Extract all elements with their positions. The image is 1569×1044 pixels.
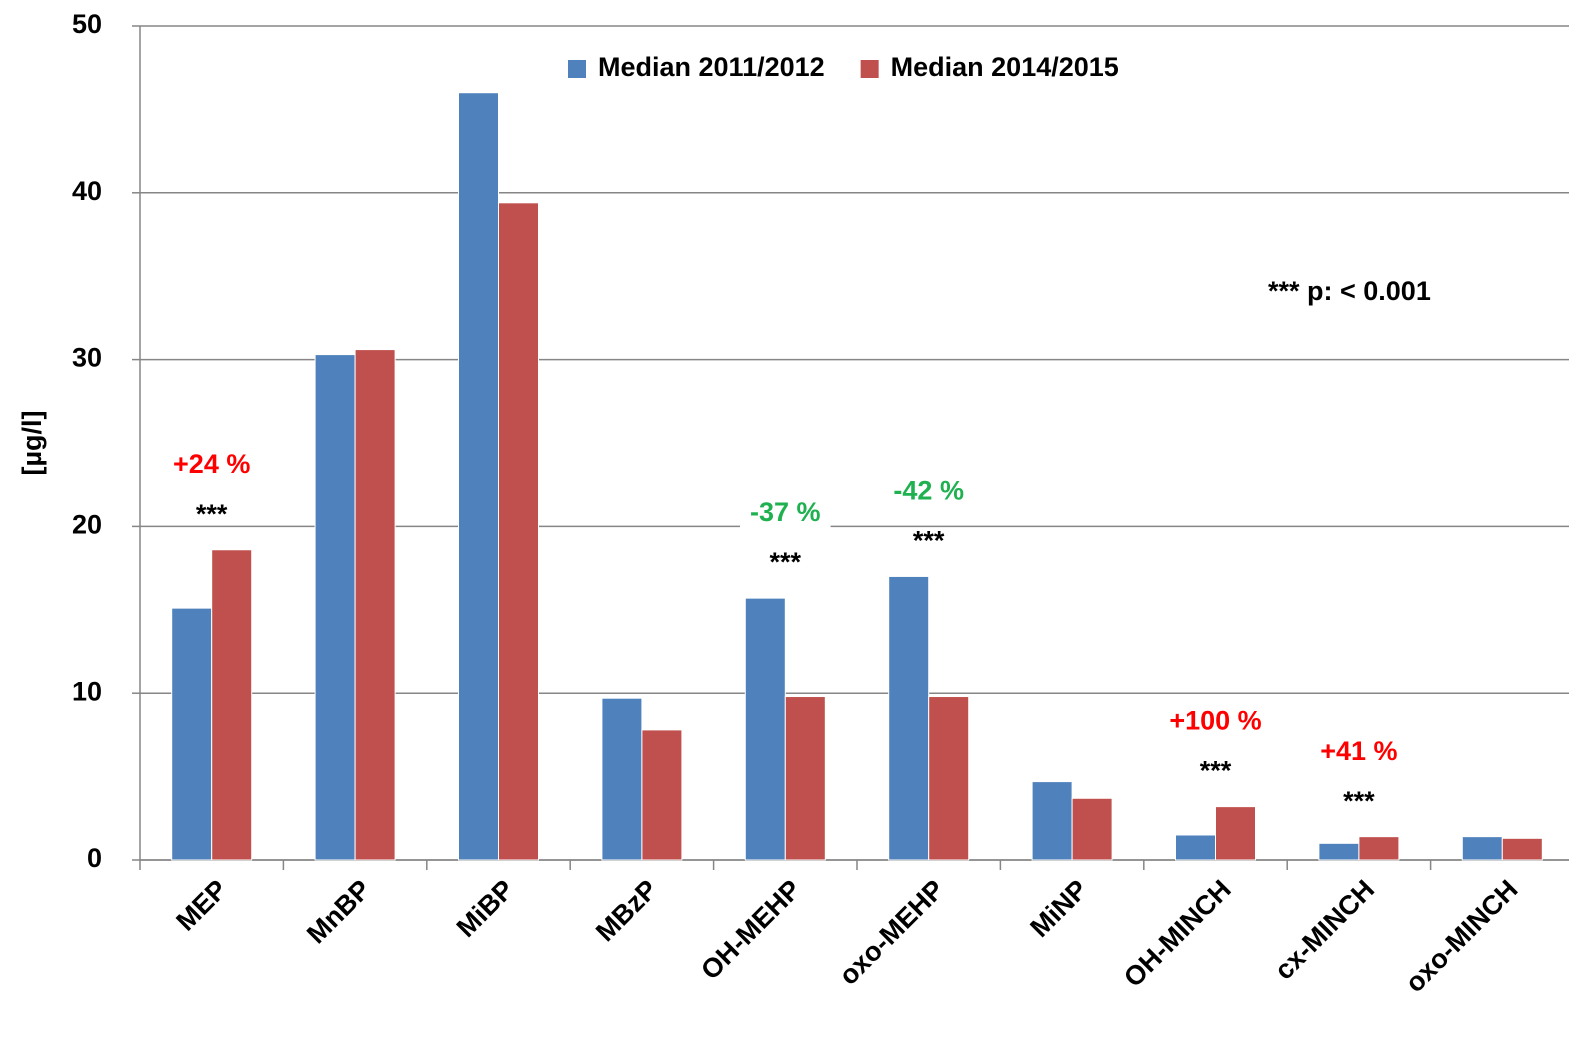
bar — [1071, 797, 1113, 861]
significance-stars: *** — [770, 547, 802, 577]
y-tick-label: 0 — [87, 843, 102, 873]
y-axis-label: [µg/l] — [17, 410, 47, 475]
change-label: -37 % — [750, 497, 821, 527]
x-tick-label: oxo-MINCH — [1399, 874, 1523, 998]
label-background — [883, 472, 974, 513]
legend-label: Median 2014/2015 — [891, 52, 1119, 82]
bar — [744, 597, 786, 861]
bar — [211, 549, 253, 861]
y-tick-label: 50 — [72, 9, 102, 39]
bar — [1031, 781, 1073, 861]
bar — [601, 697, 643, 861]
significance-stars: *** — [1200, 756, 1232, 786]
y-tick-label: 30 — [72, 343, 102, 373]
change-label: +100 % — [1169, 706, 1261, 736]
y-tick-label: 40 — [72, 176, 102, 206]
bar — [1175, 834, 1216, 861]
bar — [1501, 837, 1543, 861]
bar — [641, 729, 683, 861]
bar — [1318, 842, 1360, 861]
bar — [458, 92, 499, 861]
x-tick-label: MnBP — [301, 874, 376, 949]
legend-swatch — [568, 60, 586, 78]
legend-swatch — [860, 60, 879, 78]
y-tick-label: 10 — [72, 676, 102, 706]
x-tick-label: MEP — [170, 874, 233, 937]
significance-stars: *** — [196, 499, 228, 529]
bar — [888, 575, 930, 861]
x-tick-label: MiBP — [451, 874, 520, 943]
bar — [928, 696, 970, 861]
bar — [314, 354, 356, 861]
label-background — [163, 445, 261, 486]
x-tick-label: MiNP — [1024, 874, 1093, 943]
x-tick-label: cx-MINCH — [1269, 874, 1380, 985]
label-background — [740, 494, 831, 535]
change-label: +41 % — [1320, 736, 1397, 766]
change-label: -42 % — [893, 476, 964, 506]
x-tick-label: oxo-MEHP — [833, 874, 950, 991]
y-tick-label: 20 — [72, 510, 102, 540]
bar — [784, 696, 826, 861]
significance-stars: *** — [913, 526, 945, 556]
note: *** p: < 0.001 — [1268, 276, 1431, 306]
change-label: +24 % — [173, 449, 250, 479]
bar — [498, 202, 539, 861]
bar — [171, 607, 213, 861]
bar — [1461, 836, 1503, 861]
bar — [1215, 806, 1256, 861]
bar — [1358, 836, 1400, 861]
legend-label: Median 2011/2012 — [598, 52, 825, 82]
x-tick-label: MBzP — [590, 874, 663, 947]
x-tick-label: OH-MEHP — [695, 874, 806, 985]
significance-stars: *** — [1343, 786, 1375, 816]
label-background — [1310, 732, 1408, 773]
label-background — [1159, 702, 1272, 743]
x-tick-label: OH-MINCH — [1118, 874, 1237, 993]
bar — [354, 349, 396, 861]
